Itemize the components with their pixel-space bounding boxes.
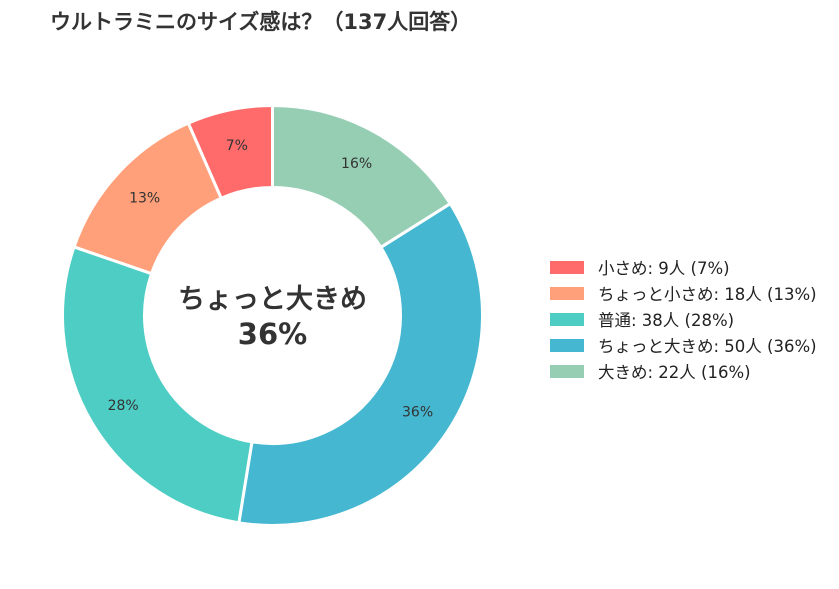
slice-label-5: 16% <box>341 156 372 172</box>
slices-group <box>61 103 484 527</box>
slice-label-4: 36% <box>402 405 433 421</box>
slice-label-1: 7% <box>226 138 248 154</box>
legend: 小さめ: 9人 (7%) ちょっと小さめ: 18人 (13%) 普通: 38人 (2… <box>550 254 817 384</box>
legend-swatch-1 <box>550 260 584 274</box>
slice-label-3: 28% <box>108 398 139 414</box>
legend-item-5: 大きめ: 22人 (16%) <box>550 358 817 384</box>
chart-title: ウルトラミニのサイズ感は？（137人回答） <box>50 10 472 34</box>
legend-item-1: 小さめ: 9人 (7%) <box>550 254 817 280</box>
slice-5 <box>271 103 453 250</box>
center-label-percent: 36% <box>238 317 307 351</box>
legend-swatch-2 <box>550 286 584 300</box>
legend-label-1: 小さめ: 9人 (7%) <box>598 259 730 278</box>
slice-3 <box>61 245 254 525</box>
legend-swatch-4 <box>550 338 584 352</box>
slice-label-2: 13% <box>129 190 160 206</box>
slice-labels-group: 7% 13% 28% 36% 16% <box>108 138 434 420</box>
legend-item-2: ちょっと小さめ: 18人 (13%) <box>550 280 817 306</box>
donut-chart: 7% 13% 28% 36% 16% ちょっと大きめ 36% <box>61 103 484 527</box>
legend-label-5: 大きめ: 22人 (16%) <box>598 363 751 382</box>
legend-swatch-3 <box>550 312 584 326</box>
legend-item-3: 普通: 38人 (28%) <box>550 306 817 332</box>
legend-label-2: ちょっと小さめ: 18人 (13%) <box>598 285 817 304</box>
slice-4 <box>237 201 484 527</box>
legend-label-3: 普通: 38人 (28%) <box>598 311 735 330</box>
center-label-category: ちょっと大きめ <box>178 284 367 315</box>
legend-item-4: ちょっと大きめ: 50人 (36%) <box>550 332 817 358</box>
legend-swatch-5 <box>550 364 584 378</box>
legend-label-4: ちょっと大きめ: 50人 (36%) <box>598 337 817 356</box>
